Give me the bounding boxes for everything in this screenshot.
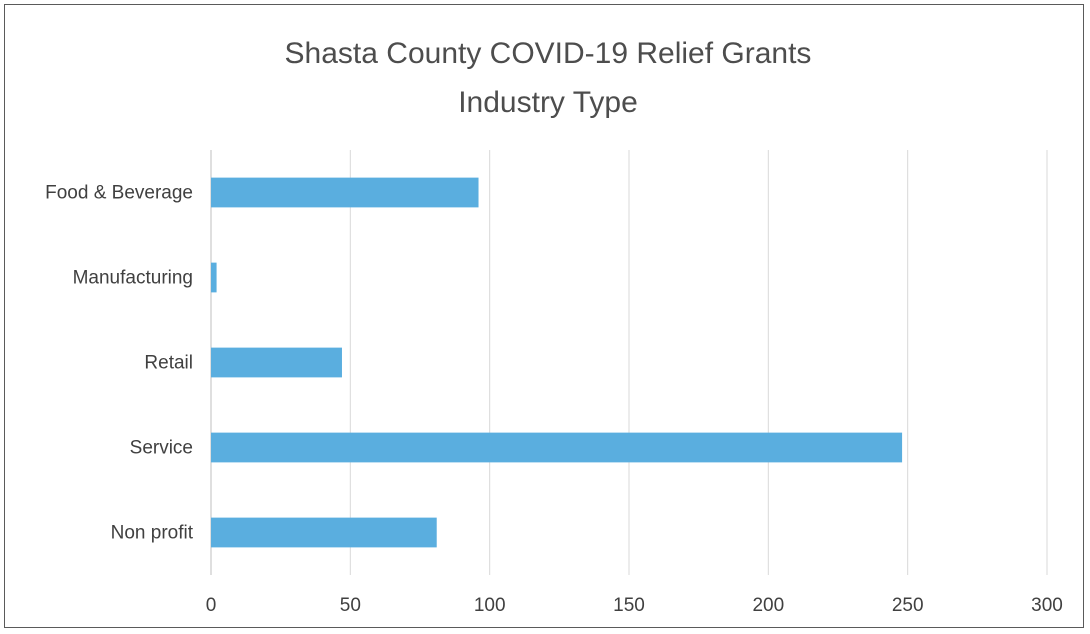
x-tick-label: 0	[206, 595, 217, 616]
bars	[211, 177, 903, 548]
bar	[211, 347, 342, 378]
chart-title: Shasta County COVID-19 Relief Grants	[285, 37, 812, 70]
x-tick-labels: 0 50 100 150 200 250 300	[206, 595, 1063, 616]
bar-chart: Shasta County COVID-19 Relief Grants Ind…	[45, 37, 1063, 616]
bar	[211, 177, 479, 208]
chart-frame: Shasta County COVID-19 Relief Grants Ind…	[4, 4, 1084, 628]
bar	[211, 432, 903, 463]
bar	[211, 262, 217, 293]
category-labels: Food & Beverage Manufacturing Retail Servic…	[45, 183, 194, 544]
x-tick-label: 300	[1031, 595, 1063, 616]
category-label: Service	[130, 438, 193, 459]
x-tick-label: 200	[752, 595, 784, 616]
x-tick-label: 100	[474, 595, 506, 616]
gridlines	[210, 150, 1048, 575]
chart-subtitle: Industry Type	[458, 86, 638, 119]
x-tick-label: 150	[613, 595, 645, 616]
category-label: Retail	[144, 353, 193, 374]
x-tick-label: 50	[340, 595, 361, 616]
bar	[211, 517, 437, 548]
category-label: Non profit	[111, 523, 194, 544]
category-label: Manufacturing	[73, 268, 193, 289]
x-tick-label: 250	[892, 595, 924, 616]
category-label: Food & Beverage	[45, 183, 193, 204]
